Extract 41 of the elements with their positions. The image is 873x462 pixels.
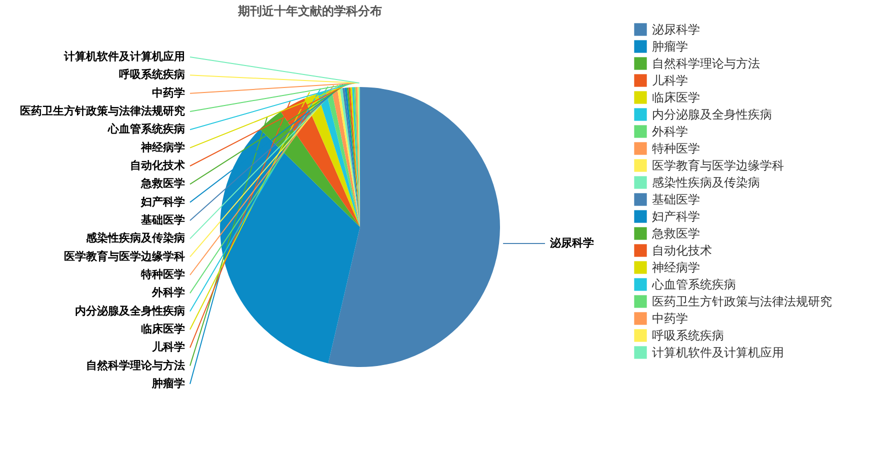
slice-label: 感染性疾病及传染病 — [85, 232, 185, 245]
slice-label: 急救医学 — [140, 177, 185, 190]
legend-label: 临床医学 — [652, 90, 700, 104]
legend-label: 医药卫生方针政策与法律法规研究 — [652, 294, 832, 308]
slice-label: 临床医学 — [141, 322, 185, 336]
slice-label: 自动化技术 — [130, 159, 185, 172]
legend-label: 自动化技术 — [652, 244, 712, 258]
legend-label: 自然科学理论与方法 — [652, 56, 760, 70]
legend-label: 内分泌腺及全身性疾病 — [652, 108, 772, 122]
legend-label: 呼吸系统疾病 — [652, 328, 724, 342]
legend-label: 基础医学 — [652, 192, 700, 206]
slice-label: 自然科学理论与方法 — [86, 358, 185, 372]
slice-label: 泌尿科学 — [549, 236, 594, 250]
chart-title: 期刊近十年文献的学科分布 — [237, 4, 382, 18]
slice-label: 中药学 — [152, 86, 185, 100]
legend-label: 中药学 — [652, 312, 688, 326]
legend-label: 妇产科学 — [652, 210, 700, 224]
slice-label: 呼吸系统疾病 — [119, 68, 185, 82]
slice-label: 医药卫生方针政策与法律法规研究 — [20, 104, 185, 118]
slice-label: 计算机软件及计算机应用 — [63, 50, 185, 63]
slice-label: 肿瘤学 — [151, 377, 185, 390]
legend-label: 泌尿科学 — [652, 22, 700, 36]
slice-label: 基础医学 — [140, 214, 185, 226]
legend-label: 外科学 — [652, 124, 688, 138]
legend-label: 医学教育与医学边缘学科 — [652, 158, 784, 172]
legend-label: 儿科学 — [652, 74, 688, 88]
slice-label: 内分泌腺及全身性疾病 — [75, 304, 185, 318]
legend-label: 特种医学 — [652, 142, 700, 156]
slice-label: 妇产科学 — [140, 195, 185, 208]
slice-label: 医学教育与医学边缘学科 — [64, 250, 185, 263]
legend-label: 肿瘤学 — [652, 40, 688, 54]
legend-label: 计算机软件及计算机应用 — [652, 346, 784, 360]
slice-label: 心血管系统疾病 — [107, 122, 185, 136]
slice-label: 外科学 — [151, 286, 185, 300]
legend-label: 心血管系统疾病 — [651, 278, 736, 292]
slice-label: 特种医学 — [140, 268, 185, 281]
slice-label: 儿科学 — [151, 340, 185, 354]
slice-label: 神经病学 — [140, 140, 185, 154]
legend-label: 感染性疾病及传染病 — [652, 176, 760, 190]
legend-label: 急救医学 — [651, 226, 700, 240]
legend-label: 神经病学 — [652, 260, 700, 274]
